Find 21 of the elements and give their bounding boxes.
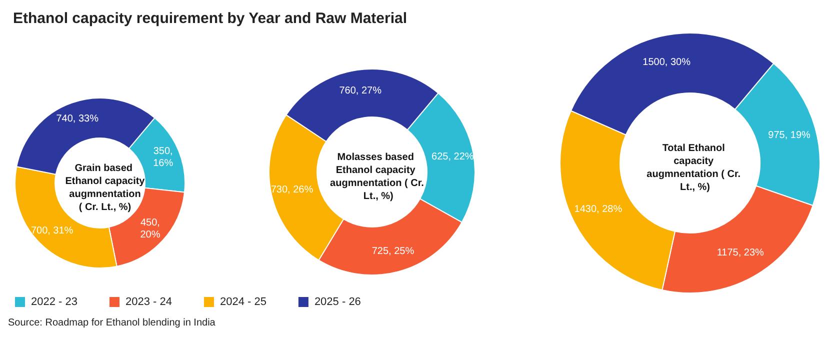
data-label: 700, 31% xyxy=(30,226,74,237)
slice-label: Total Ethanol capacity augmnentation ( Cr. Lt., %) xyxy=(646,143,744,193)
chart-title: Ethanol capacity requirement by Year and Raw Material xyxy=(13,10,408,27)
data-label: 730, 26% xyxy=(270,184,314,196)
legend-label: 2024 - 25 xyxy=(220,296,266,308)
data-label: 450, 20% xyxy=(140,217,160,240)
data-label: 1175, 23% xyxy=(716,247,764,258)
legend-label: 2022 - 23 xyxy=(31,296,78,308)
slice-label: Molasses based Ethanol capacity augmnentation ( Cr. Lt., %) xyxy=(330,152,424,202)
data-label: 350, 16% xyxy=(153,146,174,170)
data-label: 975, 19% xyxy=(768,130,811,142)
data-label: 625, 22% xyxy=(432,152,474,163)
legend-label: 2025 - 26 xyxy=(314,296,361,308)
data-label: 760, 27% xyxy=(339,85,382,96)
data-label: 740, 33% xyxy=(56,113,99,124)
legend-label: 2023 - 24 xyxy=(125,296,172,308)
source-note: Source: Roadmap for Ethanol blending in India xyxy=(8,318,216,328)
slice-label: Grain based Ethanol capacity augmnentation ( Cr. Lt., %) xyxy=(65,163,146,213)
data-label: 1500, 30% xyxy=(642,57,691,68)
data-label: 725, 25% xyxy=(372,246,414,257)
data-label: 1430, 28% xyxy=(574,204,622,216)
